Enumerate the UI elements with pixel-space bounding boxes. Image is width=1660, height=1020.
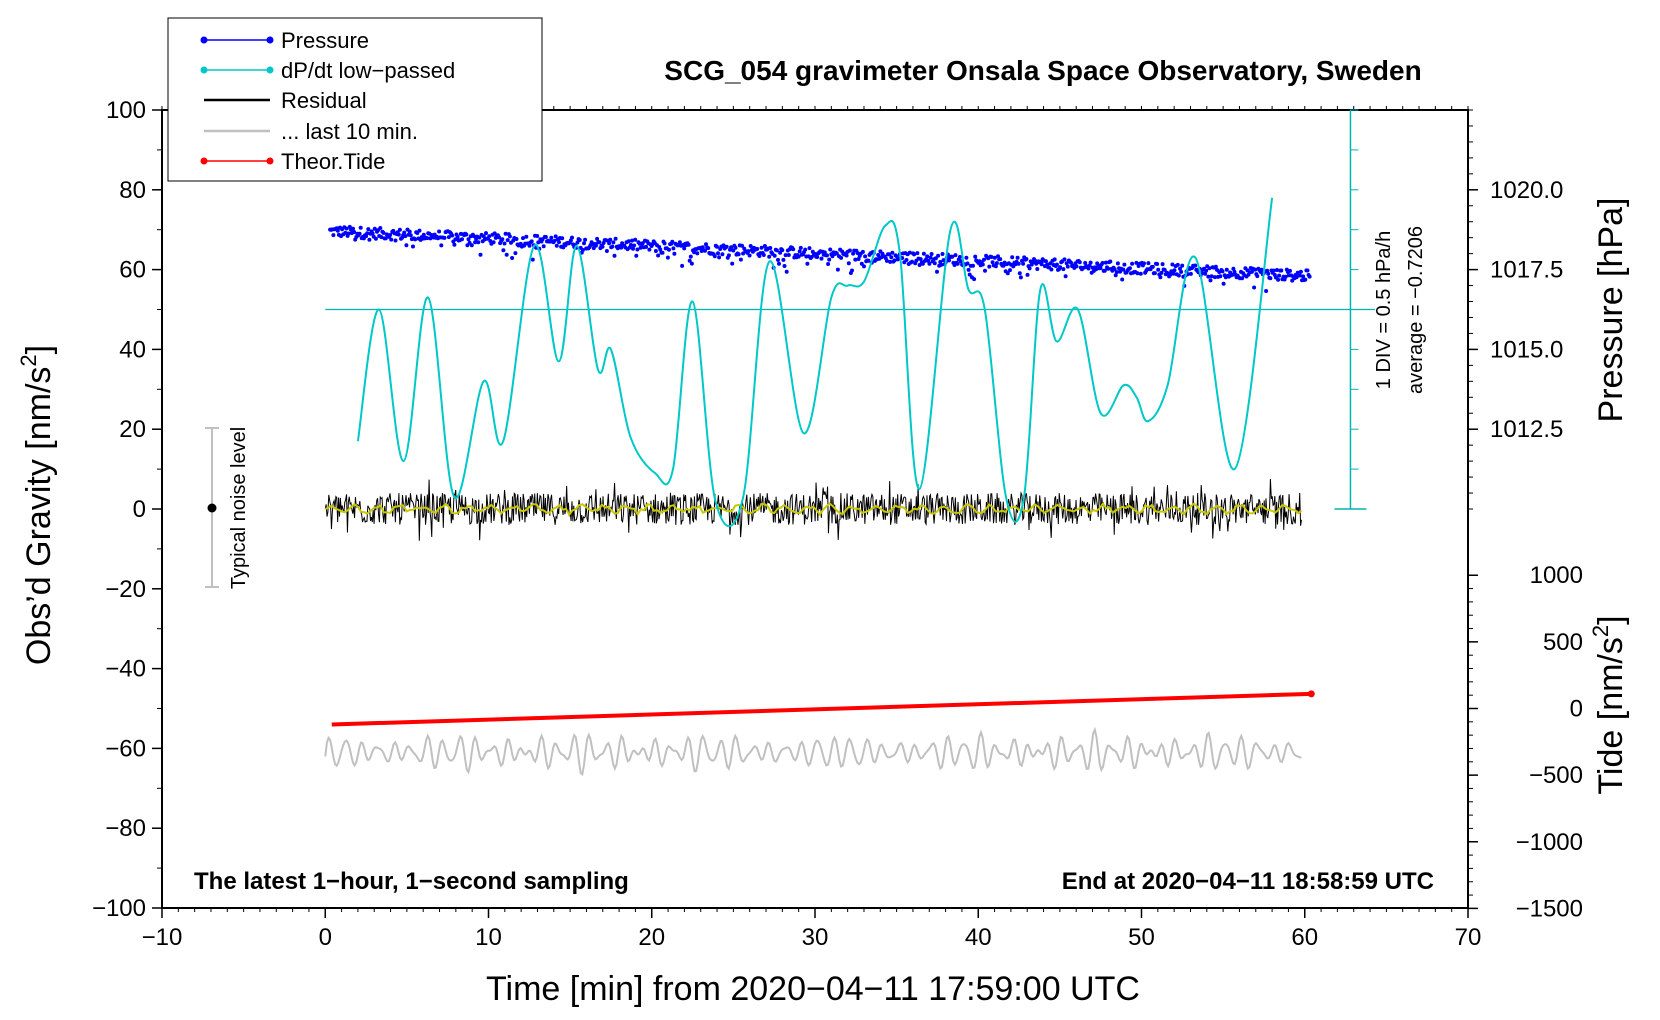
dpdt-scale-bar — [1334, 109, 1367, 510]
dpdt-series-line — [356, 197, 1274, 528]
x-tick-label: 70 — [1455, 924, 1482, 951]
legend-label-residual: Residual — [281, 88, 367, 113]
x-tick-label: 10 — [475, 924, 502, 951]
x-axis-label: Time [min] from 2020−04−11 17:59:00 UTC — [486, 970, 1140, 1008]
y-tick-label: 100 — [106, 97, 146, 124]
legend-item-residual: Residual — [204, 88, 367, 113]
legend-label-last10: ... last 10 min. — [281, 119, 418, 144]
x-tick-label: 30 — [802, 924, 829, 951]
pressure-tick-label: 1015.0 — [1490, 336, 1563, 363]
tide-tick-label: −1000 — [1516, 829, 1583, 856]
x-tick-label: 40 — [965, 924, 992, 951]
tide-tick-label: −1500 — [1516, 895, 1583, 922]
noise-level-dot — [207, 503, 217, 513]
tide-tick-label: 500 — [1543, 629, 1583, 656]
legend-item-pressure: Pressure — [200, 28, 369, 53]
legend-label-pressure: Pressure — [281, 28, 369, 53]
tide-end-marker — [1307, 690, 1315, 698]
legend-item-tide: Theor.Tide — [200, 149, 385, 174]
x-tick-label: 0 — [319, 924, 332, 951]
y-tick-label: −20 — [105, 576, 146, 603]
legend: Pressure dP/dt low−passed Residual ... l… — [167, 17, 543, 182]
legend-item-dpdt: dP/dt low−passed — [200, 58, 455, 83]
tide-tick-label: 1000 — [1530, 562, 1583, 589]
div-label: 1 DIV = 0.5 hPa/h — [1373, 231, 1395, 389]
x-tick-label: 50 — [1128, 924, 1155, 951]
end-time-note: End at 2020−04−11 18:58:59 UTC — [1062, 868, 1434, 895]
last-10-min-series-line — [324, 726, 1302, 776]
chart-title: SCG_054 gravimeter Onsala Space Observat… — [664, 55, 1421, 86]
y-tick-label: 80 — [119, 177, 146, 204]
noise-indicator — [205, 427, 219, 588]
y-left-axis-label: Obs’d Gravity [nm/s2] — [16, 345, 58, 665]
y-tick-label: −80 — [105, 815, 146, 842]
x-tick-label: −10 — [142, 924, 183, 951]
noise-level-label: Typical noise level — [228, 427, 250, 589]
y-tick-label: −40 — [105, 656, 146, 683]
legend-label-dpdt: dP/dt low−passed — [281, 58, 455, 83]
y-tick-label: −100 — [92, 895, 146, 922]
y-tick-label: 40 — [119, 336, 146, 363]
y-tick-label: 20 — [119, 416, 146, 443]
x-tick-label: 60 — [1291, 924, 1318, 951]
y-tick-label: 60 — [119, 257, 146, 284]
average-label: average = −0.7206 — [1405, 226, 1427, 394]
y-right-pressure-label: Pressure [hPa] — [1592, 198, 1630, 423]
legend-label-tide: Theor.Tide — [281, 149, 385, 174]
tide-series-line — [331, 691, 1312, 727]
pressure-tick-label: 1017.5 — [1490, 257, 1563, 284]
y-tick-label: −60 — [105, 735, 146, 762]
legend-item-last10: ... last 10 min. — [204, 119, 418, 144]
x-tick-label: 20 — [638, 924, 665, 951]
tide-tick-label: −500 — [1529, 762, 1583, 789]
pressure-series-points — [328, 224, 1312, 293]
sampling-note: The latest 1−hour, 1−second sampling — [194, 868, 629, 895]
tide-tick-label: 0 — [1570, 696, 1583, 723]
pressure-tick-label: 1020.0 — [1490, 177, 1563, 204]
pressure-tick-label: 1012.5 — [1490, 416, 1563, 443]
y-right-tide-label: Tide [nm/s2] — [1588, 615, 1630, 794]
residual-smoothed-line — [324, 501, 1303, 517]
y-tick-label: 0 — [133, 496, 146, 523]
